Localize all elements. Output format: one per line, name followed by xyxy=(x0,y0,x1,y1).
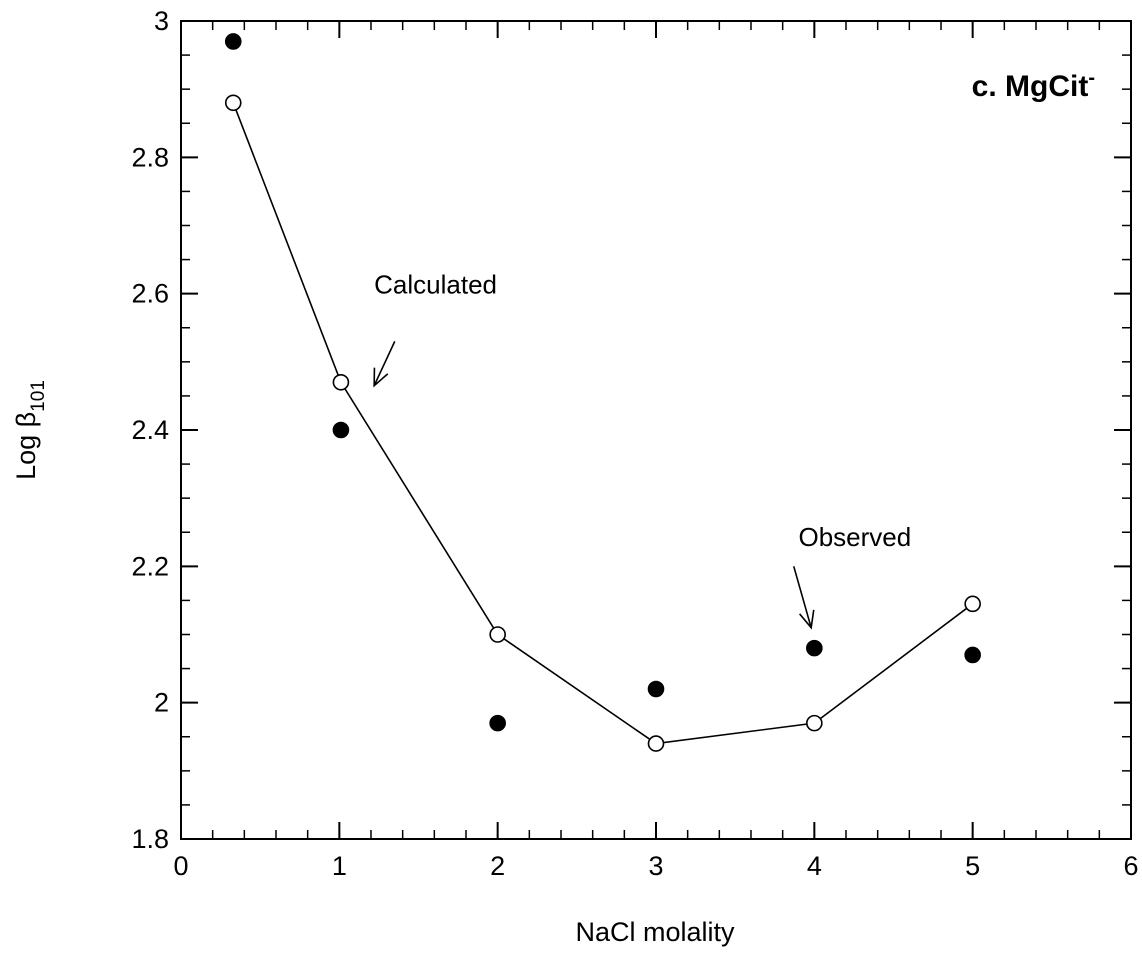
calculated-point xyxy=(489,626,506,643)
calculated-point xyxy=(964,595,981,613)
x-tick-label: 3 xyxy=(648,851,663,881)
annotation-arrow-shaft xyxy=(792,566,812,628)
annotation-label: Calculated xyxy=(374,270,497,300)
series-points xyxy=(224,33,981,752)
annotations: Calculated Observed xyxy=(373,270,912,630)
x-tick-label: 6 xyxy=(1123,851,1138,881)
y-tick-label: 2 xyxy=(154,688,169,718)
panel-label: c. MgCit- xyxy=(972,67,1095,103)
calculated-point xyxy=(224,94,242,112)
y-tick-label: 2.4 xyxy=(131,415,169,445)
observed-point xyxy=(332,421,350,439)
y-tick-label: 2.2 xyxy=(131,551,169,581)
observed-point xyxy=(489,714,506,732)
x-tick-label: 4 xyxy=(807,851,822,881)
series-lines xyxy=(232,102,974,745)
panel-label-superscript: - xyxy=(1088,67,1095,89)
observed-point xyxy=(224,33,242,50)
observed-point xyxy=(806,639,823,657)
calculated-point xyxy=(806,714,823,732)
calculated-point xyxy=(647,735,665,752)
observed-point xyxy=(647,680,665,698)
annotation-arrow-head xyxy=(373,367,389,388)
major-ticks xyxy=(180,20,1132,840)
tick-labels: 0 1 2 3 4 5 6 1.8 2 2.2 2.4 2.6 2.8 3 xyxy=(131,6,1138,881)
y-tick-label: 2.6 xyxy=(131,279,169,309)
annotation-label: Observed xyxy=(799,522,912,552)
x-axis-title: NaCl molality xyxy=(575,917,735,947)
y-tick-label: 1.8 xyxy=(131,824,169,854)
x-tick-label: 1 xyxy=(332,851,347,881)
x-tick-label: 0 xyxy=(173,851,188,881)
y-axis-title: Log β101 xyxy=(11,380,49,480)
calculated-point xyxy=(332,373,350,391)
panel-label-text: c. MgCit xyxy=(972,70,1089,103)
observed-point xyxy=(964,646,981,664)
y-axis-title-subscript: 101 xyxy=(28,380,49,412)
annotation-arrow-head xyxy=(799,609,815,630)
annotation-arrow-shaft xyxy=(373,341,396,387)
x-tick-label: 2 xyxy=(490,851,505,881)
y-axis-title-main: Log β xyxy=(11,412,41,480)
plot-frame xyxy=(180,20,1132,840)
x-tick-label: 5 xyxy=(965,851,980,881)
y-tick-label: 2.8 xyxy=(131,142,169,172)
calculated-series-line xyxy=(232,102,974,745)
minor-ticks xyxy=(180,20,1132,840)
y-tick-label: 3 xyxy=(154,6,169,36)
